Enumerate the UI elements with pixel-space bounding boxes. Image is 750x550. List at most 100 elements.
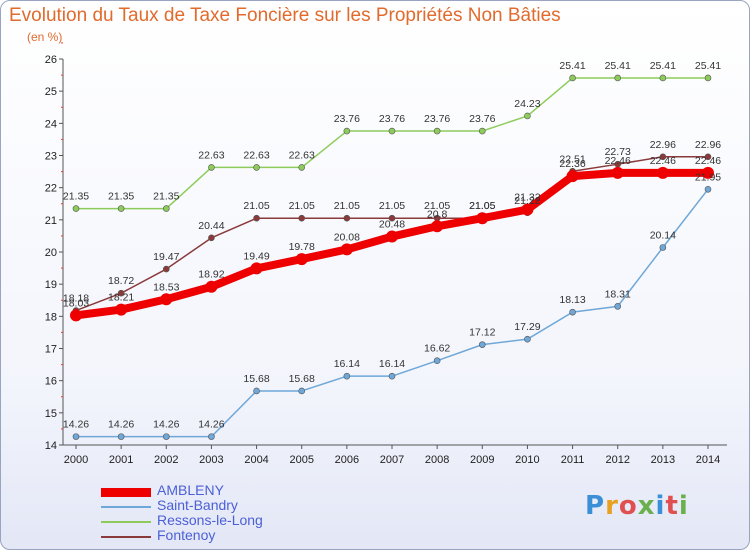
legend-label: Fontenoy [157,527,216,543]
data-point [162,265,170,273]
legend-label: Saint-Bandry [157,497,238,513]
data-point [524,335,531,343]
data-point [478,127,486,135]
data-label: 23.76 [469,113,495,125]
data-point [343,127,351,135]
x-tick-label: 2011 [561,454,585,466]
legend-label: Ressons-le-Long [157,512,263,528]
data-label: 22.73 [605,146,631,158]
data-label: 23.76 [424,113,450,125]
data-label: 25.41 [559,60,585,72]
legend-swatch [101,536,151,538]
data-label: 22.46 [650,155,676,167]
data-point [566,170,579,183]
data-point [162,433,170,440]
data-point [388,214,396,222]
data-point [704,74,712,82]
data-label: 14.26 [63,419,89,431]
legend-swatch [101,521,151,523]
data-point [162,205,170,212]
series-saint-bandry [72,185,712,440]
data-label: 17.12 [469,327,495,339]
data-label: 16.14 [379,358,405,370]
y-tick-label: 17 [45,344,57,356]
series-line [76,77,708,210]
data-label: 25.41 [695,60,721,72]
y-tick-label: 23 [45,151,57,163]
y-tick-label: 16 [45,376,57,388]
data-label: 22.96 [650,139,676,151]
data-point [433,127,441,135]
data-label: 18.92 [198,269,224,281]
data-point [702,166,714,179]
data-label: 20.14 [650,229,676,241]
y-tick-label: 24 [45,118,57,130]
data-point [117,433,125,440]
data-point [611,166,624,179]
data-point [386,230,398,243]
y-tick-label: 18 [45,311,57,323]
data-label: 22.51 [559,153,585,165]
data-label: 18.72 [108,275,134,287]
data-label: 20.08 [334,231,360,243]
data-point [659,153,667,161]
data-point [704,153,712,161]
chart-title: Evolution du Taux de Taxe Foncière sur l… [9,5,561,26]
data-point [208,164,215,171]
data-point [117,205,125,212]
data-point [205,280,218,293]
data-label: 21.05 [469,200,495,212]
y-tick-label: 14 [45,440,57,452]
data-label: 20.8 [427,208,448,220]
x-tick-label: 2005 [289,454,313,466]
y-tick-label: 21 [45,215,57,227]
data-point [253,214,260,222]
data-point [253,164,260,171]
data-point [298,387,306,395]
data-label: 23.76 [334,113,360,125]
data-point [298,164,306,171]
data-point [115,303,128,316]
x-tick-label: 2006 [335,454,359,466]
data-label: 22.63 [198,149,224,161]
data-point [656,166,669,179]
data-point [431,220,444,233]
data-label: 18.53 [153,281,179,293]
data-point [569,308,576,316]
data-label: 24.23 [514,98,540,110]
data-label: 25.41 [605,60,631,72]
data-label: 18.31 [605,288,631,300]
data-point [160,293,173,306]
data-point [343,372,351,380]
legend-swatch [101,506,151,508]
series-ressons-le-long [72,74,712,212]
x-tick-label: 2003 [199,454,223,466]
series-ambleny [70,166,714,322]
data-point [478,341,486,348]
data-point [295,253,308,266]
data-point [208,234,215,242]
x-tick-label: 2007 [380,454,404,466]
x-tick-label: 2000 [64,454,88,466]
data-label: 22.63 [243,149,269,161]
x-tick-label: 2013 [651,454,675,466]
data-point [659,74,667,82]
data-label: 22.36 [559,158,585,170]
data-point [659,244,667,251]
proxiti-logo: Proxiti [585,491,689,521]
data-point [614,303,622,310]
data-point [614,74,622,82]
data-label: 21.05 [469,200,495,212]
data-label: 21.95 [695,171,721,183]
data-label: 21.35 [108,191,134,203]
data-label: 21.22 [514,195,540,207]
data-label: 21.05 [243,200,269,212]
data-label: 22.63 [289,149,315,161]
x-tick-label: 2014 [696,454,720,466]
data-label: 21.05 [424,200,450,212]
data-label: 15.68 [289,373,315,385]
x-tick-label: 2009 [470,454,494,466]
data-point [253,387,260,395]
data-point [72,205,80,212]
